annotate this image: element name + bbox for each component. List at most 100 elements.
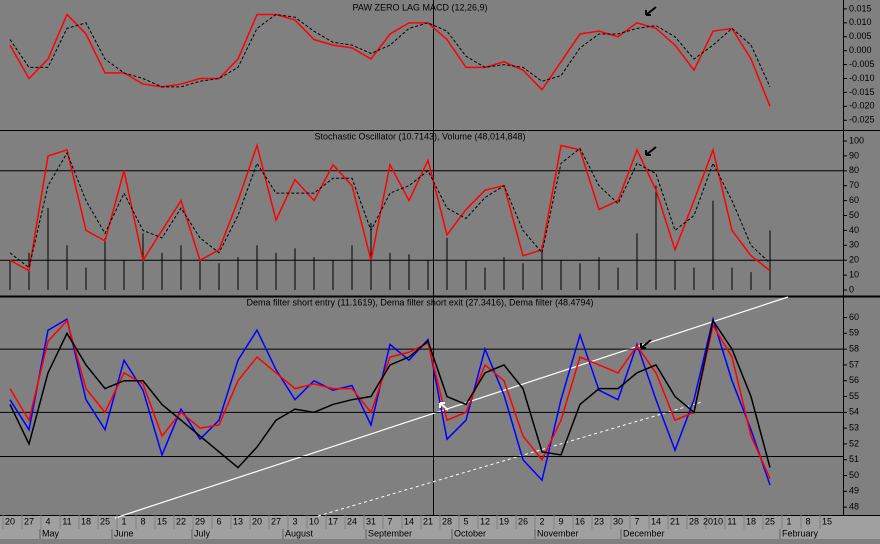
y-tick-label: 70 xyxy=(849,180,859,190)
month-label: February xyxy=(782,528,819,538)
x-tick-label: 3 xyxy=(292,516,297,526)
x-tick-label: 10 xyxy=(309,516,319,526)
x-tick-label: 20 xyxy=(252,516,262,526)
month-label: October xyxy=(454,528,486,538)
x-tick-label: 31 xyxy=(366,516,376,526)
y-tick-label: 0 xyxy=(849,284,854,294)
x-tick-label: 2 xyxy=(539,516,544,526)
month-label: September xyxy=(368,528,412,538)
x-tick-label: 7 xyxy=(387,516,392,526)
x-tick-label: 5 xyxy=(463,516,468,526)
y-tick-label: 50 xyxy=(849,210,859,220)
x-tick-label: 6 xyxy=(216,516,221,526)
x-tick-label: 30 xyxy=(613,516,623,526)
x-tick-label: 13 xyxy=(233,516,243,526)
x-tick-label: 16 xyxy=(575,516,585,526)
y-tick-label: 20 xyxy=(849,255,859,265)
x-tick-label: 14 xyxy=(404,516,414,526)
series-line xyxy=(9,318,771,469)
x-tick-label: 26 xyxy=(518,516,528,526)
x-tick-label: 24 xyxy=(347,516,357,526)
trend-line xyxy=(114,296,789,519)
y-tick-label: 57 xyxy=(849,359,859,369)
x-tick-label: 1 xyxy=(786,516,791,526)
x-tick-label: 27 xyxy=(271,516,281,526)
x-tick-label: 22 xyxy=(176,516,186,526)
y-tick-label: 52 xyxy=(849,438,859,448)
panel-title: PAW ZERO LAG MACD (12,26,9) xyxy=(352,2,487,12)
y-tick-label: 0.015 xyxy=(849,3,872,13)
month-label: November xyxy=(537,528,579,538)
x-tick-label: 11 xyxy=(727,516,736,526)
x-tick-label: 12 xyxy=(480,516,490,526)
y-tick-label: 80 xyxy=(849,165,859,175)
y-tick-label: 60 xyxy=(849,195,859,205)
x-tick-label: 25 xyxy=(100,516,110,526)
y-tick-label: 59 xyxy=(849,328,859,338)
y-tick-label: 10 xyxy=(849,270,859,280)
y-tick-label: 0.000 xyxy=(849,45,872,55)
x-tick-label: 8 xyxy=(140,516,145,526)
y-tick-label: 30 xyxy=(849,240,859,250)
y-tick-label: 48 xyxy=(849,501,859,511)
y-tick-label: 90 xyxy=(849,150,859,160)
y-tick-label: -0.005 xyxy=(849,59,875,69)
x-tick-label: 28 xyxy=(442,516,452,526)
x-tick-label: 27 xyxy=(24,516,34,526)
series-line xyxy=(9,142,771,272)
x-tick-label: 20 xyxy=(5,516,15,526)
arrow xyxy=(640,339,652,349)
y-tick-label: -0.015 xyxy=(849,87,875,97)
series-line xyxy=(9,13,771,88)
y-tick-label: 60 xyxy=(849,312,859,322)
x-tick-label: 19 xyxy=(499,516,509,526)
y-tick-label: -0.020 xyxy=(849,101,875,111)
y-tick-label: 56 xyxy=(849,375,859,385)
x-tick-label: 28 xyxy=(689,516,699,526)
x-tick-label: 8 xyxy=(805,516,810,526)
y-tick-label: 58 xyxy=(849,344,859,354)
arrow xyxy=(439,402,449,411)
x-tick-label: 4 xyxy=(45,516,50,526)
month-label: December xyxy=(623,528,665,538)
x-tick-label: 18 xyxy=(81,516,91,526)
month-label: July xyxy=(194,528,211,538)
series-line xyxy=(9,147,771,269)
arrow xyxy=(645,146,657,156)
y-tick-label: 51 xyxy=(849,454,859,464)
x-tick-label: 7 xyxy=(634,516,639,526)
x-tick-label: 1 xyxy=(121,516,126,526)
y-tick-label: 50 xyxy=(849,470,859,480)
y-tick-label: 53 xyxy=(849,422,859,432)
y-tick-label: 55 xyxy=(849,391,859,401)
x-tick-label: 9 xyxy=(558,516,563,526)
x-tick-label: 15 xyxy=(822,516,832,526)
y-tick-label: 40 xyxy=(849,225,859,235)
panel-title: Stochastic Oscillator (10.7143), Volume … xyxy=(314,131,525,141)
x-tick-label: 29 xyxy=(195,516,205,526)
x-tick-label: 18 xyxy=(746,516,756,526)
x-tick-label: 11 xyxy=(62,516,71,526)
y-tick-label: -0.010 xyxy=(849,73,875,83)
x-tick-label: 21 xyxy=(670,516,680,526)
y-tick-label: 54 xyxy=(849,407,859,417)
x-tick-label: 14 xyxy=(651,516,661,526)
month-label: June xyxy=(114,528,134,538)
arrow xyxy=(645,6,657,16)
month-label: August xyxy=(285,528,314,538)
y-tick-label: 49 xyxy=(849,486,859,496)
x-tick-label: 21 xyxy=(423,516,433,526)
x-tick-label: 23 xyxy=(594,516,604,526)
x-tick-label: 25 xyxy=(765,516,775,526)
series-line xyxy=(9,13,771,107)
trend-line xyxy=(317,401,703,517)
y-tick-label: 100 xyxy=(849,135,864,145)
y-tick-label: 0.010 xyxy=(849,17,872,27)
x-tick-label: 2010 xyxy=(703,516,723,526)
x-tick-label: 17 xyxy=(328,516,338,526)
panel-title: Dema filter short entry (11.1619), Dema … xyxy=(247,297,594,307)
